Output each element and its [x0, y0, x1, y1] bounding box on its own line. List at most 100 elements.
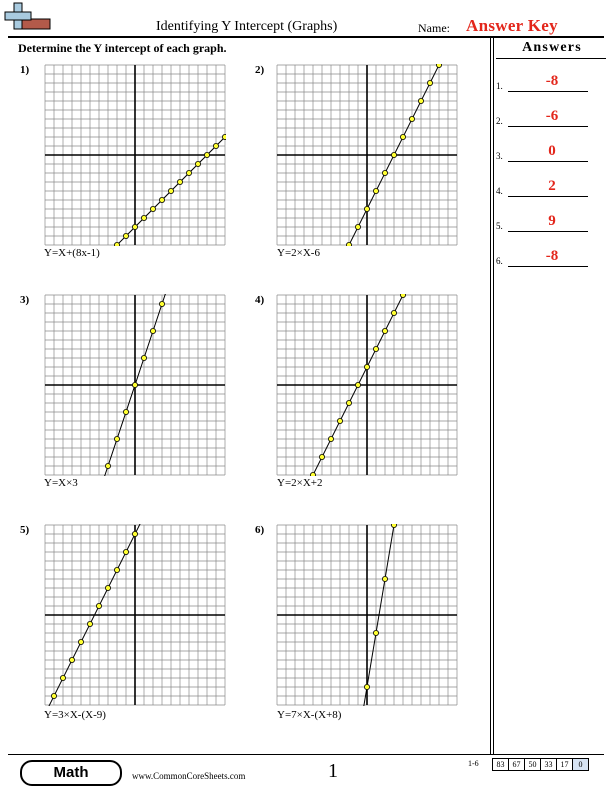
plot-point	[132, 382, 139, 389]
line-graph	[115, 135, 226, 246]
plot-point	[426, 79, 433, 86]
answer-value: -6	[545, 108, 559, 124]
problem-equation: Y=2×X-6	[277, 247, 320, 259]
plot-point	[114, 242, 120, 246]
score-cell: 67	[509, 759, 525, 770]
plot-point	[328, 435, 335, 442]
problem-number: 3)	[20, 294, 30, 306]
name-label: Name:	[418, 21, 450, 35]
plot-point	[87, 621, 94, 628]
answer-line	[508, 266, 588, 267]
answer-number: 2.	[496, 116, 503, 126]
plot-point	[382, 576, 389, 583]
plot-point	[212, 143, 219, 150]
plot-point	[159, 196, 166, 203]
plot-point	[141, 214, 148, 221]
plot-point	[185, 170, 192, 177]
answer-line	[508, 196, 588, 197]
problem-number: 1)	[20, 64, 30, 76]
plot-point	[346, 242, 352, 246]
footer-rule	[8, 754, 604, 755]
plot-point	[391, 152, 398, 159]
answer-value: -8	[545, 248, 559, 264]
plot-point	[400, 294, 406, 298]
plot-point	[114, 435, 121, 442]
plot-point	[373, 188, 380, 195]
page-number: 1	[328, 760, 338, 782]
plot-point	[364, 205, 371, 212]
plus-minus-logo-icon	[4, 2, 56, 38]
answer-number: 5.	[496, 221, 503, 231]
answers-heading-rule	[496, 58, 606, 59]
plot-point	[408, 116, 415, 123]
answer-line	[508, 161, 588, 162]
coordinate-graph	[44, 64, 226, 246]
plot-point	[123, 548, 130, 555]
answer-value: 0	[548, 143, 556, 159]
plot-point	[391, 309, 398, 316]
plot-point	[68, 656, 75, 663]
answer-number: 3.	[496, 151, 503, 161]
plot-point	[355, 382, 362, 389]
answers-divider-inner	[493, 36, 494, 754]
plot-point	[159, 301, 166, 307]
problem-equation: Y=3×X-(X-9)	[44, 709, 106, 721]
problem-number: 2)	[255, 64, 265, 76]
answer-value: 9	[548, 213, 556, 229]
header-rule	[8, 36, 604, 38]
answers-heading: Answers	[522, 40, 582, 55]
problem-equation: Y=X×3	[44, 477, 78, 489]
plot-point	[51, 692, 57, 699]
score-cell: 83	[493, 759, 509, 770]
plot-point	[355, 223, 362, 230]
plot-point	[319, 453, 326, 460]
page-title: Identifying Y Intercept (Graphs)	[156, 19, 338, 34]
instructions: Determine the Y intercept of each graph.	[18, 41, 227, 55]
line-graph	[363, 524, 395, 706]
plot-point	[400, 134, 407, 141]
answer-line	[508, 91, 588, 92]
plot-point	[123, 409, 130, 416]
plot-point	[96, 603, 103, 610]
plot-point	[150, 328, 157, 335]
score-table: 83 67 50 33 17 0	[492, 758, 589, 771]
plot-point	[150, 205, 157, 212]
plot-point	[78, 639, 85, 646]
plot-point	[132, 223, 139, 230]
score-cell: 17	[557, 759, 573, 770]
plot-point	[417, 98, 424, 105]
website-text: www.CommonCoreSheets.com	[132, 771, 246, 781]
problem-equation: Y=X+(8x-1)	[44, 247, 100, 259]
plot-point	[123, 232, 130, 239]
problem-equation: Y=7×X-(X+8)	[277, 709, 342, 721]
plot-point	[382, 170, 389, 177]
answers-divider	[490, 36, 491, 754]
problem-equation: Y=2×X+2	[277, 477, 323, 489]
plot-point	[222, 134, 226, 140]
coordinate-graph	[276, 294, 458, 476]
plot-point	[176, 179, 183, 186]
coordinate-graph	[44, 294, 226, 476]
answer-line	[508, 231, 588, 232]
answer-number: 6.	[496, 256, 503, 266]
plot-point	[310, 472, 316, 476]
plot-point	[373, 630, 380, 637]
plot-point	[373, 346, 380, 353]
score-cell: 0	[573, 759, 588, 770]
score-cell: 50	[525, 759, 541, 770]
answer-number: 4.	[496, 186, 503, 196]
plot-point	[364, 683, 371, 690]
problem-number: 4)	[255, 294, 265, 306]
score-range-label: 1-6	[468, 759, 479, 768]
plot-point	[105, 462, 112, 469]
answer-key-label: Answer Key	[466, 16, 558, 35]
plot-point	[337, 418, 344, 425]
problem-number: 5)	[20, 524, 30, 536]
plot-point	[436, 64, 442, 68]
plot-point	[59, 674, 66, 681]
plot-point	[346, 400, 353, 407]
score-cell: 33	[541, 759, 557, 770]
subject-badge: Math	[20, 760, 122, 786]
coordinate-graph	[276, 64, 458, 246]
problem-number: 6)	[255, 524, 265, 536]
